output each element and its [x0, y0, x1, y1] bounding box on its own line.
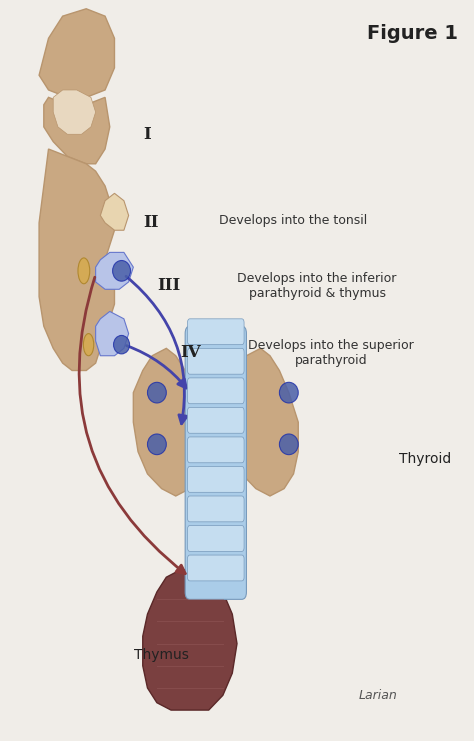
Ellipse shape [279, 434, 298, 455]
FancyBboxPatch shape [185, 326, 246, 599]
FancyBboxPatch shape [188, 378, 244, 404]
Polygon shape [39, 9, 115, 97]
Text: II: II [143, 214, 158, 231]
Ellipse shape [78, 258, 90, 284]
FancyBboxPatch shape [188, 319, 244, 345]
Text: Develops into the inferior
parathyroid & thymus: Develops into the inferior parathyroid &… [237, 273, 397, 300]
FancyBboxPatch shape [188, 348, 244, 374]
Ellipse shape [113, 261, 130, 281]
Polygon shape [143, 570, 237, 710]
Text: Develops into the superior
parathyroid: Develops into the superior parathyroid [248, 339, 414, 367]
FancyBboxPatch shape [188, 437, 244, 463]
Polygon shape [133, 348, 204, 496]
Polygon shape [100, 193, 128, 230]
Text: III: III [157, 277, 180, 294]
FancyBboxPatch shape [188, 555, 244, 581]
Polygon shape [53, 90, 96, 134]
Ellipse shape [114, 336, 129, 354]
FancyBboxPatch shape [188, 525, 244, 551]
Ellipse shape [279, 382, 298, 403]
Text: I: I [143, 126, 151, 143]
Polygon shape [96, 253, 133, 289]
Polygon shape [96, 311, 128, 356]
Polygon shape [39, 149, 115, 370]
Polygon shape [44, 97, 110, 164]
Text: Thyroid: Thyroid [400, 452, 452, 466]
Text: Thymus: Thymus [134, 648, 189, 662]
FancyBboxPatch shape [188, 467, 244, 492]
Polygon shape [228, 348, 298, 496]
Ellipse shape [147, 382, 166, 403]
Ellipse shape [83, 333, 94, 356]
Text: Figure 1: Figure 1 [367, 24, 458, 42]
FancyBboxPatch shape [188, 496, 244, 522]
FancyBboxPatch shape [188, 408, 244, 433]
Ellipse shape [147, 434, 166, 455]
Text: Develops into the tonsil: Develops into the tonsil [219, 214, 368, 227]
Text: Larian: Larian [359, 689, 398, 702]
Text: IV: IV [181, 344, 201, 361]
